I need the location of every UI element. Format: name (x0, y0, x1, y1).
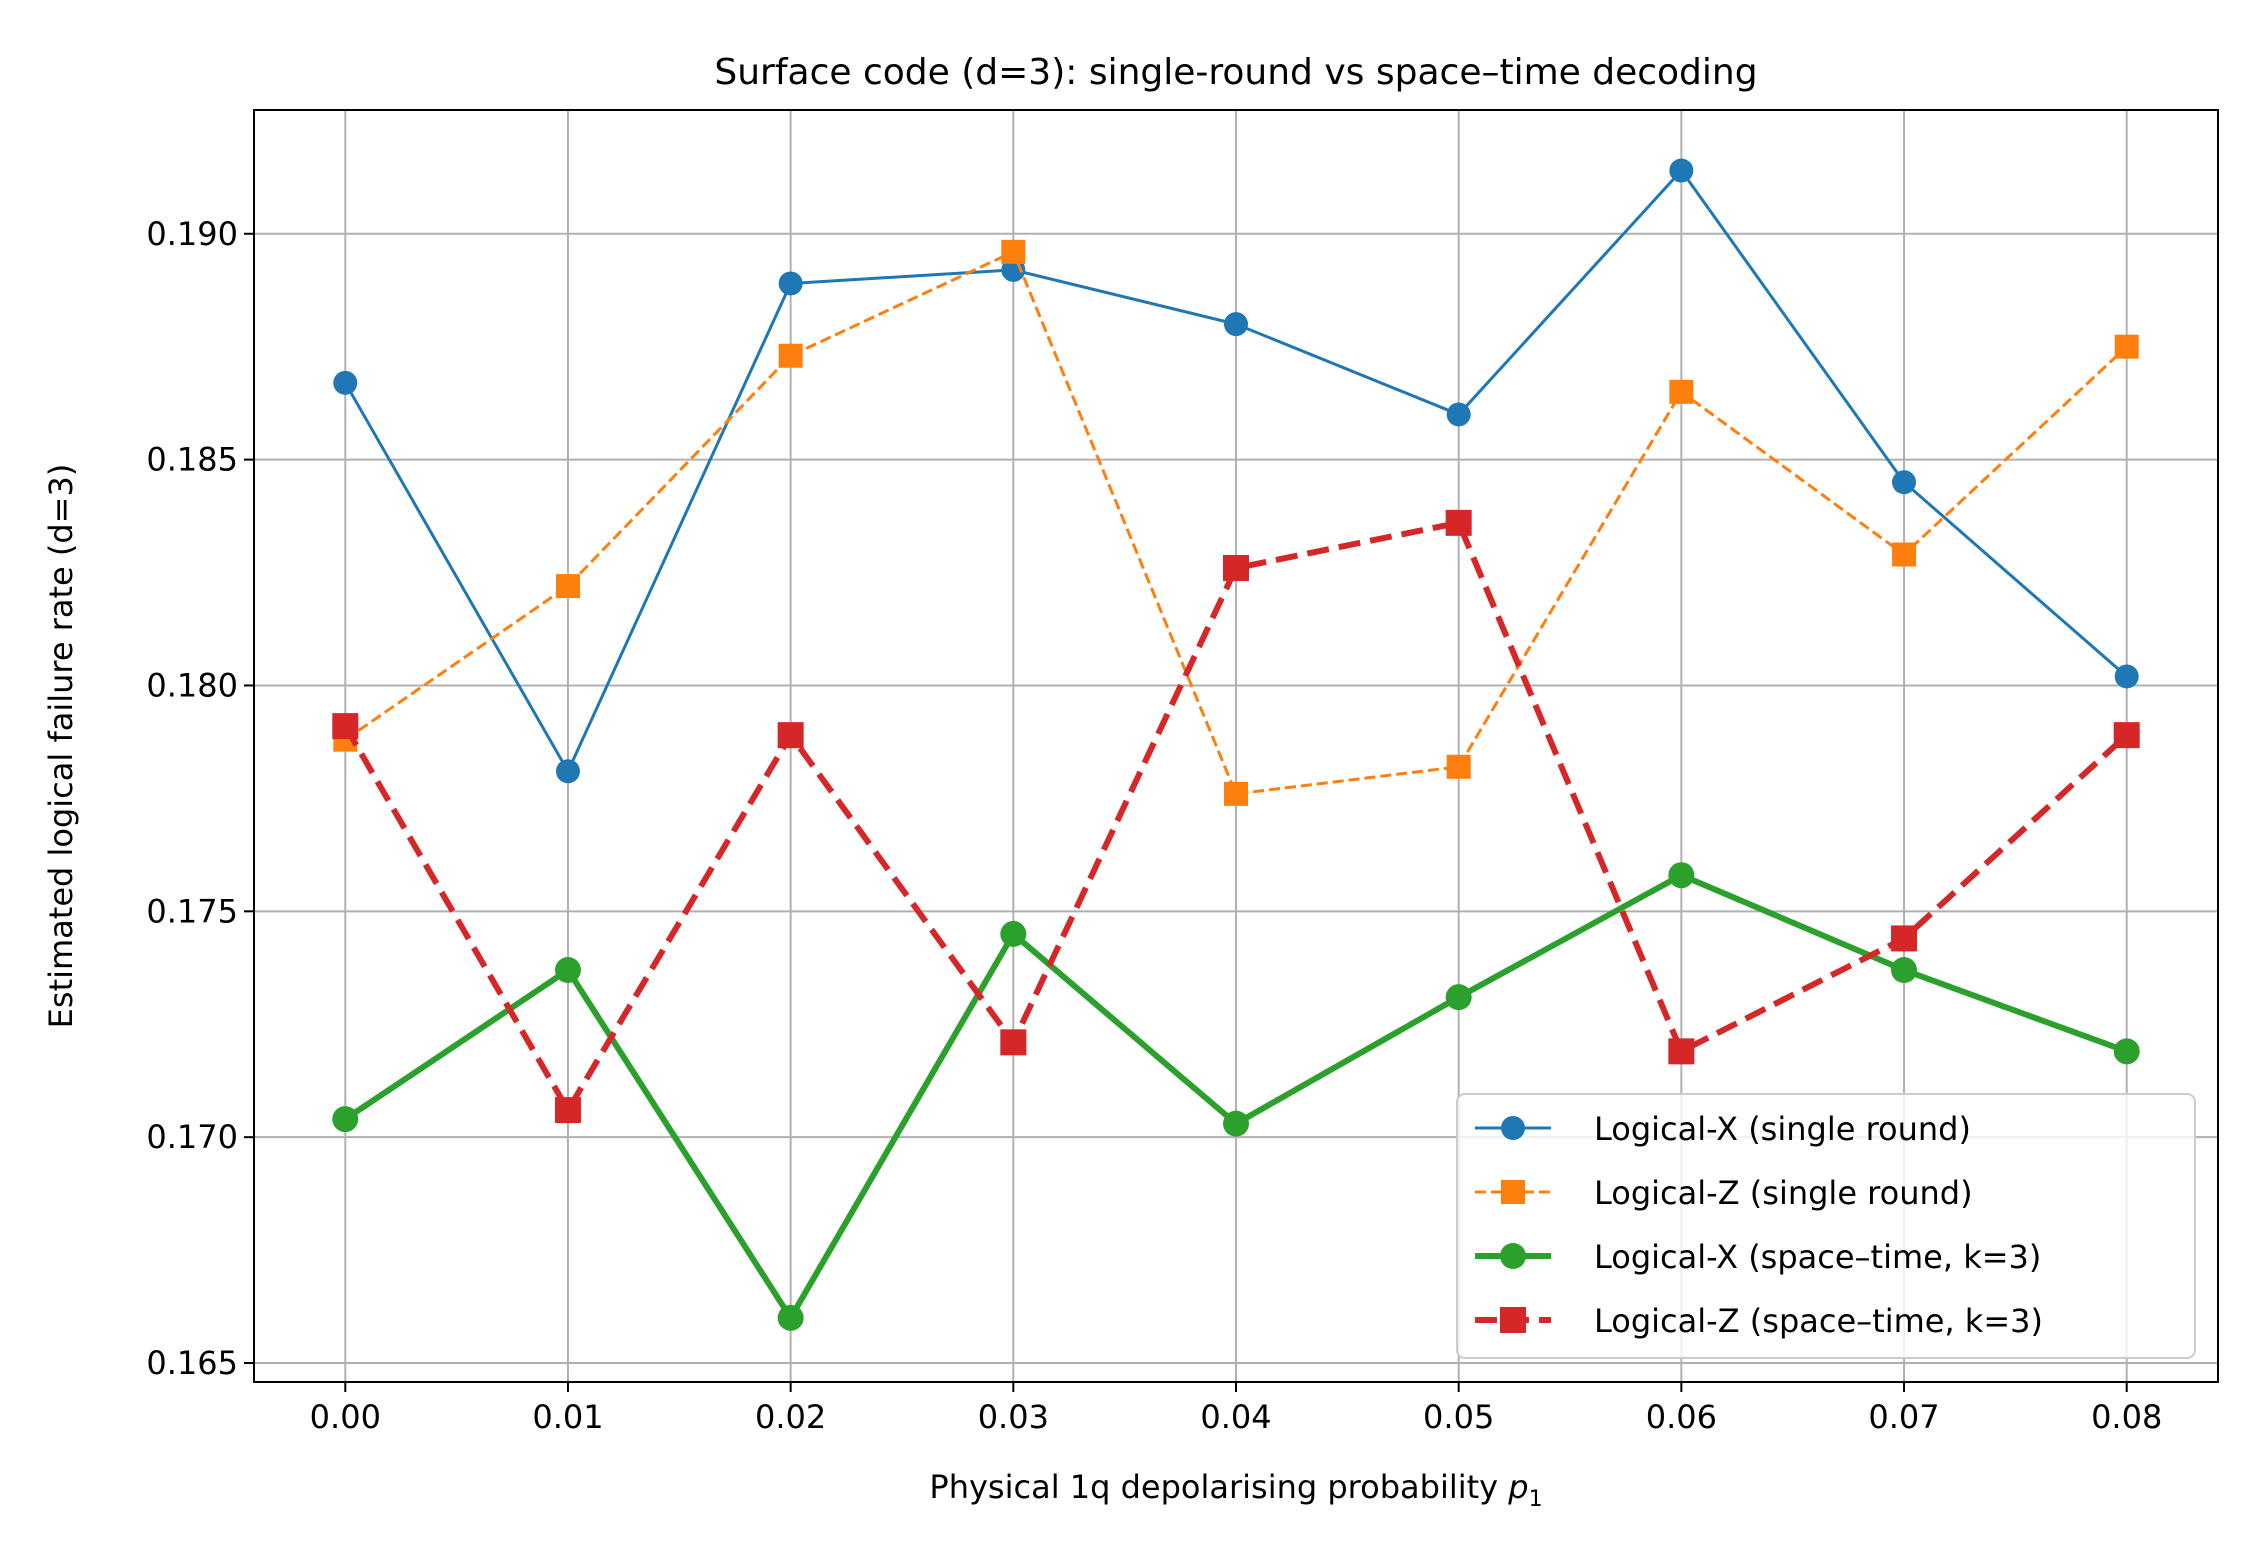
data-point (1000, 1029, 1027, 1056)
data-point (1446, 402, 1471, 427)
series-line (342, 519, 2129, 1114)
legend-item: Logical-X (single round) (1475, 1110, 1971, 1148)
legend: Logical-X (single round) Logical-Z (singl… (1456, 1093, 2196, 1359)
x-tick-label: 0.07 (1868, 1398, 1939, 1436)
y-tick-label: 0.165 (146, 1344, 238, 1382)
series-line (344, 250, 2128, 796)
legend-label: Logical-Z (space–time, k=3) (1594, 1302, 2043, 1340)
x-axis-label-text: Physical 1q depolarising probability (929, 1468, 1508, 1506)
x-tick-label: 0.01 (532, 1398, 603, 1436)
legend-item: Logical-Z (single round) (1475, 1174, 1973, 1212)
legend-marker (1500, 1307, 1526, 1333)
data-point (2113, 1038, 2140, 1065)
x-axis-label: Physical 1q depolarising probability p1 (929, 1468, 1542, 1512)
x-tick-label: 0.03 (978, 1398, 1049, 1436)
data-point (2114, 334, 2139, 359)
data-point (555, 574, 580, 599)
y-tick-label: 0.180 (146, 666, 238, 704)
data-point (2114, 664, 2139, 689)
data-point (554, 1097, 581, 1124)
data-point (1668, 1038, 1695, 1065)
x-tick-label: 0.04 (1200, 1398, 1271, 1436)
series-1 (333, 158, 2139, 784)
x-tick-label: 0.02 (755, 1398, 826, 1436)
legend-item: Logical-Z (space–time, k=3) (1475, 1302, 2043, 1340)
data-point (777, 722, 804, 749)
legend-items: Logical-X (single round) Logical-Z (singl… (1475, 1110, 2043, 1340)
legend-item: Logical-X (space–time, k=3) (1475, 1238, 2041, 1276)
legend-label: Logical-X (single round) (1594, 1110, 1971, 1148)
data-point (1669, 379, 1694, 404)
data-point (333, 370, 358, 395)
legend-box (1456, 1093, 2196, 1359)
data-point (1445, 984, 1472, 1011)
data-point (1445, 509, 1472, 536)
y-tick-label: 0.190 (146, 215, 238, 253)
data-point (1000, 920, 1027, 947)
legend-marker (1501, 1116, 1525, 1140)
chart-title: Surface code (d=3): single-round vs spac… (714, 52, 1757, 93)
y-tick-label: 0.175 (146, 892, 238, 930)
data-point (1001, 239, 1026, 264)
legend-marker (1500, 1243, 1526, 1269)
series-3 (332, 862, 2140, 1331)
data-point (1891, 957, 1918, 984)
data-point (1892, 470, 1917, 495)
x-tick-label: 0.05 (1423, 1398, 1494, 1436)
x-tick-label: 0.00 (310, 1398, 381, 1436)
x-axis-label-math: p (1507, 1468, 1528, 1506)
data-point (1223, 555, 1249, 582)
data-point (1891, 925, 1918, 952)
data-point (332, 713, 359, 740)
data-point (1446, 754, 1471, 779)
y-tick-label: 0.185 (146, 441, 238, 479)
data-point (778, 343, 803, 368)
data-point (332, 1106, 359, 1133)
data-point (777, 1304, 804, 1331)
data-point (1669, 158, 1694, 183)
legend-label: Logical-Z (single round) (1594, 1174, 1973, 1212)
x-axis-label-subscript: 1 (1529, 1487, 1543, 1512)
data-point (1224, 312, 1248, 337)
data-point (555, 759, 580, 784)
axis-ticks: 0.00 0.01 0.02 0.03 0.04 0.05 0.06 0.07 0.08 0.16… (146, 215, 2162, 1436)
series-4 (332, 509, 2140, 1124)
data-point (2113, 722, 2140, 749)
data-point (554, 957, 581, 984)
legend-marker (1501, 1180, 1525, 1204)
x-tick-label: 0.06 (1646, 1398, 1717, 1436)
data-point (1668, 862, 1695, 889)
data-point (778, 271, 803, 296)
data-point (1223, 1110, 1249, 1137)
data-point (1892, 542, 1917, 567)
series-2 (333, 239, 2139, 806)
x-tick-label: 0.08 (2091, 1398, 2162, 1436)
y-tick-label: 0.170 (146, 1118, 238, 1156)
y-axis-label: Estimated logical failure rate (d=3) (42, 464, 80, 1029)
series-layer (332, 158, 2140, 1331)
legend-label: Logical-X (space–time, k=3) (1594, 1238, 2041, 1276)
data-point (1224, 781, 1248, 806)
